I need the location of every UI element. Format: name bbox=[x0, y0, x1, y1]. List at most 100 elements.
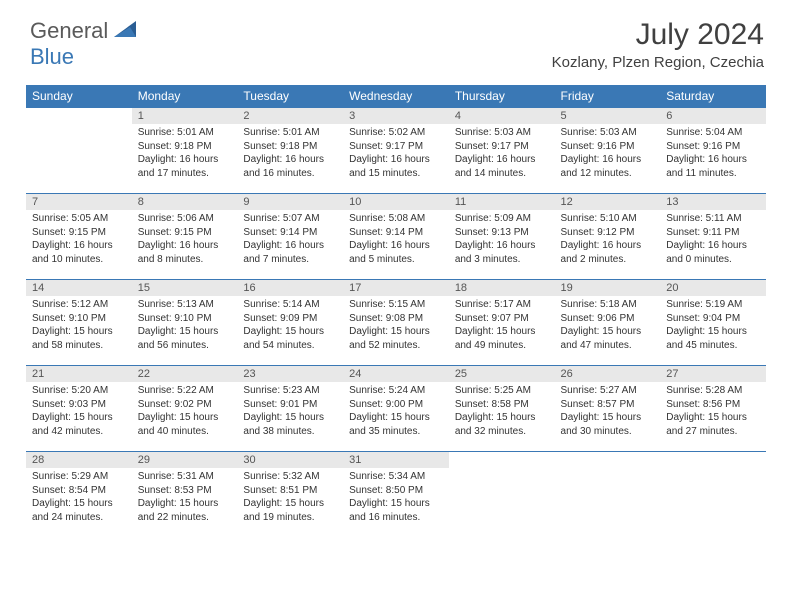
calendar-cell: 1Sunrise: 5:01 AMSunset: 9:18 PMDaylight… bbox=[132, 107, 238, 193]
calendar-cell: 10Sunrise: 5:08 AMSunset: 9:14 PMDayligh… bbox=[343, 193, 449, 279]
calendar-cell: 30Sunrise: 5:32 AMSunset: 8:51 PMDayligh… bbox=[237, 451, 343, 537]
day-number: 16 bbox=[237, 279, 343, 296]
day-number: 24 bbox=[343, 365, 449, 382]
weekday-header: Saturday bbox=[660, 85, 766, 107]
day-details: Sunrise: 5:07 AMSunset: 9:14 PMDaylight:… bbox=[237, 210, 343, 270]
day-number-empty bbox=[26, 107, 132, 124]
calendar-cell: 12Sunrise: 5:10 AMSunset: 9:12 PMDayligh… bbox=[555, 193, 661, 279]
day-details: Sunrise: 5:01 AMSunset: 9:18 PMDaylight:… bbox=[132, 124, 238, 184]
weekday-header: Friday bbox=[555, 85, 661, 107]
calendar-row: 28Sunrise: 5:29 AMSunset: 8:54 PMDayligh… bbox=[26, 451, 766, 537]
calendar-cell: 9Sunrise: 5:07 AMSunset: 9:14 PMDaylight… bbox=[237, 193, 343, 279]
calendar-cell: 4Sunrise: 5:03 AMSunset: 9:17 PMDaylight… bbox=[449, 107, 555, 193]
calendar-cell: 20Sunrise: 5:19 AMSunset: 9:04 PMDayligh… bbox=[660, 279, 766, 365]
day-number: 28 bbox=[26, 451, 132, 468]
day-details: Sunrise: 5:05 AMSunset: 9:15 PMDaylight:… bbox=[26, 210, 132, 270]
day-details: Sunrise: 5:19 AMSunset: 9:04 PMDaylight:… bbox=[660, 296, 766, 356]
day-details: Sunrise: 5:22 AMSunset: 9:02 PMDaylight:… bbox=[132, 382, 238, 442]
day-number: 13 bbox=[660, 193, 766, 210]
location-text: Kozlany, Plzen Region, Czechia bbox=[552, 54, 764, 71]
calendar-cell: 22Sunrise: 5:22 AMSunset: 9:02 PMDayligh… bbox=[132, 365, 238, 451]
calendar-cell: 24Sunrise: 5:24 AMSunset: 9:00 PMDayligh… bbox=[343, 365, 449, 451]
day-details: Sunrise: 5:14 AMSunset: 9:09 PMDaylight:… bbox=[237, 296, 343, 356]
calendar-cell: 11Sunrise: 5:09 AMSunset: 9:13 PMDayligh… bbox=[449, 193, 555, 279]
weekday-header: Monday bbox=[132, 85, 238, 107]
day-details: Sunrise: 5:03 AMSunset: 9:17 PMDaylight:… bbox=[449, 124, 555, 184]
day-details: Sunrise: 5:04 AMSunset: 9:16 PMDaylight:… bbox=[660, 124, 766, 184]
day-details: Sunrise: 5:23 AMSunset: 9:01 PMDaylight:… bbox=[237, 382, 343, 442]
calendar-cell: 6Sunrise: 5:04 AMSunset: 9:16 PMDaylight… bbox=[660, 107, 766, 193]
day-number-empty bbox=[555, 451, 661, 468]
weekday-row: SundayMondayTuesdayWednesdayThursdayFrid… bbox=[26, 85, 766, 107]
calendar-cell: 18Sunrise: 5:17 AMSunset: 9:07 PMDayligh… bbox=[449, 279, 555, 365]
day-number: 21 bbox=[26, 365, 132, 382]
calendar-body: 1Sunrise: 5:01 AMSunset: 9:18 PMDaylight… bbox=[26, 107, 766, 537]
triangle-icon bbox=[114, 19, 140, 44]
day-details: Sunrise: 5:13 AMSunset: 9:10 PMDaylight:… bbox=[132, 296, 238, 356]
day-number: 30 bbox=[237, 451, 343, 468]
day-details: Sunrise: 5:01 AMSunset: 9:18 PMDaylight:… bbox=[237, 124, 343, 184]
day-details: Sunrise: 5:31 AMSunset: 8:53 PMDaylight:… bbox=[132, 468, 238, 528]
calendar-cell: 19Sunrise: 5:18 AMSunset: 9:06 PMDayligh… bbox=[555, 279, 661, 365]
brand-text-2: Blue bbox=[30, 44, 74, 69]
day-number: 31 bbox=[343, 451, 449, 468]
day-details: Sunrise: 5:10 AMSunset: 9:12 PMDaylight:… bbox=[555, 210, 661, 270]
day-number: 26 bbox=[555, 365, 661, 382]
weekday-header: Wednesday bbox=[343, 85, 449, 107]
calendar-cell: 2Sunrise: 5:01 AMSunset: 9:18 PMDaylight… bbox=[237, 107, 343, 193]
weekday-header: Sunday bbox=[26, 85, 132, 107]
day-details: Sunrise: 5:09 AMSunset: 9:13 PMDaylight:… bbox=[449, 210, 555, 270]
day-details: Sunrise: 5:06 AMSunset: 9:15 PMDaylight:… bbox=[132, 210, 238, 270]
day-details: Sunrise: 5:29 AMSunset: 8:54 PMDaylight:… bbox=[26, 468, 132, 528]
day-number: 22 bbox=[132, 365, 238, 382]
day-number: 19 bbox=[555, 279, 661, 296]
calendar-cell bbox=[449, 451, 555, 537]
day-number: 2 bbox=[237, 107, 343, 124]
day-number: 9 bbox=[237, 193, 343, 210]
day-number: 17 bbox=[343, 279, 449, 296]
day-details: Sunrise: 5:20 AMSunset: 9:03 PMDaylight:… bbox=[26, 382, 132, 442]
calendar-cell: 3Sunrise: 5:02 AMSunset: 9:17 PMDaylight… bbox=[343, 107, 449, 193]
calendar-cell: 26Sunrise: 5:27 AMSunset: 8:57 PMDayligh… bbox=[555, 365, 661, 451]
day-number: 20 bbox=[660, 279, 766, 296]
calendar-cell: 16Sunrise: 5:14 AMSunset: 9:09 PMDayligh… bbox=[237, 279, 343, 365]
day-details: Sunrise: 5:12 AMSunset: 9:10 PMDaylight:… bbox=[26, 296, 132, 356]
calendar-table: SundayMondayTuesdayWednesdayThursdayFrid… bbox=[26, 85, 766, 537]
day-details: Sunrise: 5:08 AMSunset: 9:14 PMDaylight:… bbox=[343, 210, 449, 270]
day-details: Sunrise: 5:11 AMSunset: 9:11 PMDaylight:… bbox=[660, 210, 766, 270]
brand-text-1: General bbox=[30, 18, 108, 44]
day-number: 23 bbox=[237, 365, 343, 382]
calendar-cell: 25Sunrise: 5:25 AMSunset: 8:58 PMDayligh… bbox=[449, 365, 555, 451]
day-number: 6 bbox=[660, 107, 766, 124]
day-details: Sunrise: 5:15 AMSunset: 9:08 PMDaylight:… bbox=[343, 296, 449, 356]
day-number: 11 bbox=[449, 193, 555, 210]
day-number: 4 bbox=[449, 107, 555, 124]
day-number-empty bbox=[660, 451, 766, 468]
day-details: Sunrise: 5:03 AMSunset: 9:16 PMDaylight:… bbox=[555, 124, 661, 184]
page-header: General July 2024 Kozlany, Plzen Region,… bbox=[0, 0, 792, 79]
calendar-cell bbox=[660, 451, 766, 537]
day-number: 8 bbox=[132, 193, 238, 210]
day-details: Sunrise: 5:25 AMSunset: 8:58 PMDaylight:… bbox=[449, 382, 555, 442]
day-details: Sunrise: 5:27 AMSunset: 8:57 PMDaylight:… bbox=[555, 382, 661, 442]
day-number-empty bbox=[449, 451, 555, 468]
day-number: 3 bbox=[343, 107, 449, 124]
calendar-cell: 21Sunrise: 5:20 AMSunset: 9:03 PMDayligh… bbox=[26, 365, 132, 451]
day-details: Sunrise: 5:18 AMSunset: 9:06 PMDaylight:… bbox=[555, 296, 661, 356]
calendar-cell: 31Sunrise: 5:34 AMSunset: 8:50 PMDayligh… bbox=[343, 451, 449, 537]
day-details: Sunrise: 5:32 AMSunset: 8:51 PMDaylight:… bbox=[237, 468, 343, 528]
calendar-cell: 5Sunrise: 5:03 AMSunset: 9:16 PMDaylight… bbox=[555, 107, 661, 193]
month-title: July 2024 bbox=[552, 18, 764, 52]
calendar-cell: 27Sunrise: 5:28 AMSunset: 8:56 PMDayligh… bbox=[660, 365, 766, 451]
calendar-cell: 7Sunrise: 5:05 AMSunset: 9:15 PMDaylight… bbox=[26, 193, 132, 279]
calendar-cell: 17Sunrise: 5:15 AMSunset: 9:08 PMDayligh… bbox=[343, 279, 449, 365]
calendar-row: 21Sunrise: 5:20 AMSunset: 9:03 PMDayligh… bbox=[26, 365, 766, 451]
day-number: 29 bbox=[132, 451, 238, 468]
day-number: 27 bbox=[660, 365, 766, 382]
calendar-cell: 14Sunrise: 5:12 AMSunset: 9:10 PMDayligh… bbox=[26, 279, 132, 365]
calendar-cell: 29Sunrise: 5:31 AMSunset: 8:53 PMDayligh… bbox=[132, 451, 238, 537]
calendar-row: 1Sunrise: 5:01 AMSunset: 9:18 PMDaylight… bbox=[26, 107, 766, 193]
day-details: Sunrise: 5:28 AMSunset: 8:56 PMDaylight:… bbox=[660, 382, 766, 442]
day-details: Sunrise: 5:34 AMSunset: 8:50 PMDaylight:… bbox=[343, 468, 449, 528]
day-number: 5 bbox=[555, 107, 661, 124]
